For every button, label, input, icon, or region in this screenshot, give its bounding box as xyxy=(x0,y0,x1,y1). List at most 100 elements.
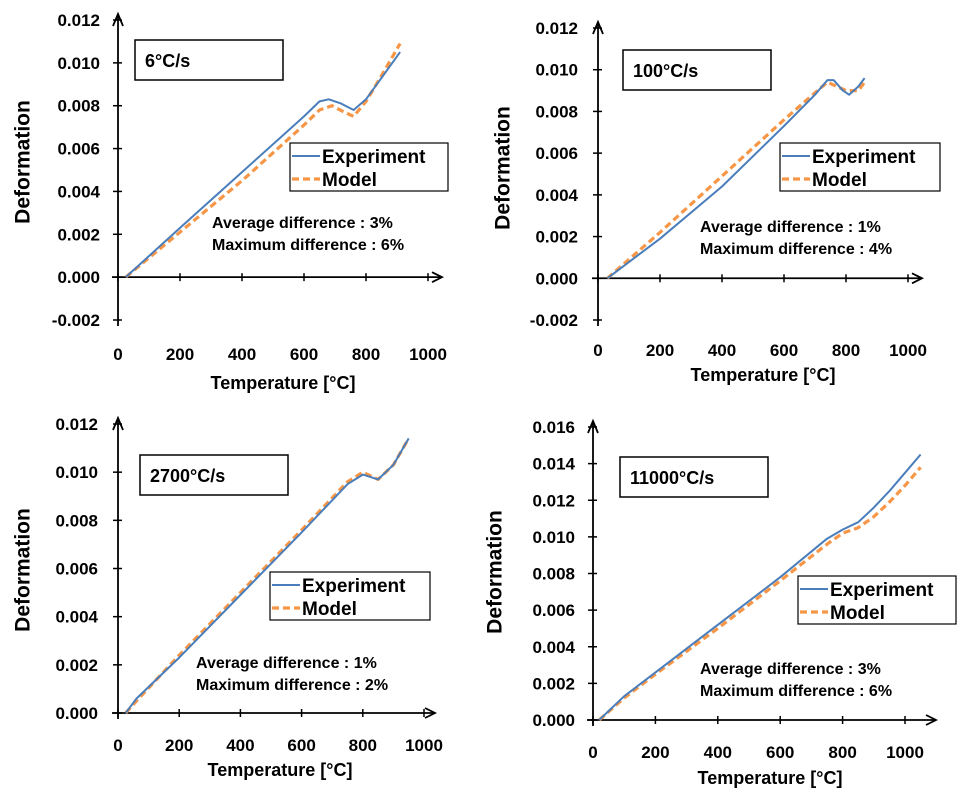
y-tick-label: 0.010 xyxy=(535,61,578,80)
heating-rate-frame xyxy=(134,39,284,81)
x-tick-label: 400 xyxy=(226,736,254,755)
series-line-experiment xyxy=(598,453,922,721)
heating-rate-label: 11000°C/s xyxy=(630,468,714,488)
x-axis-title: Temperature [°C] xyxy=(698,768,843,788)
chart-panel-2: 0 200 400 600 800 1000 -0.002 0.000 0.002 0.004 0.… xyxy=(492,19,941,385)
x-tick-label: 200 xyxy=(166,345,194,364)
maximum-difference-note: Maximum difference : 6% xyxy=(212,237,404,254)
y-tick-label: 0.012 xyxy=(57,11,100,30)
y-tick-label: 0.012 xyxy=(535,19,578,38)
x-axis-title: Temperature [°C] xyxy=(211,373,356,393)
y-axis-title: Deformation xyxy=(12,100,35,224)
y-tick-label: 0.004 xyxy=(55,608,98,627)
heating-rate-box: 6°C/s xyxy=(134,39,284,81)
average-difference-note: Average difference : 3% xyxy=(700,661,881,678)
x-axis-arrow xyxy=(431,271,445,283)
series-line-experiment xyxy=(125,51,401,278)
x-tick-label: 600 xyxy=(290,345,318,364)
x-tick-label: 400 xyxy=(704,743,732,762)
heating-rate-frame xyxy=(139,454,289,496)
x-tick-label: 1000 xyxy=(405,736,443,755)
heating-rate-box: 11000°C/s xyxy=(619,456,769,498)
y-axis-title: Deformation xyxy=(484,510,507,634)
heating-rate-frame xyxy=(622,49,772,91)
y-tick-label: 0.002 xyxy=(535,228,578,247)
legend-frame xyxy=(779,142,941,192)
x-tick-label: 600 xyxy=(287,736,315,755)
legend-frame xyxy=(797,575,957,625)
y-tick-label: 0.010 xyxy=(57,54,100,73)
maximum-difference-note: Maximum difference : 2% xyxy=(196,677,388,694)
x-axis-title: Temperature [°C] xyxy=(691,365,836,385)
y-axis-title: Deformation xyxy=(12,508,35,632)
x-tick-label: 800 xyxy=(352,345,380,364)
legend-label-experiment: Experiment xyxy=(830,580,934,601)
y-axis-arrow xyxy=(112,11,124,27)
y-axis-arrow xyxy=(112,415,124,431)
x-tick-label: 800 xyxy=(349,736,377,755)
y-tick-label: -0.002 xyxy=(530,311,578,330)
y-tick-label: 0.004 xyxy=(57,182,100,201)
x-tick-label: 1000 xyxy=(889,341,927,360)
chart-panel-1: 0 200 400 600 800 1000 -0.002 0.000 0.002 0.004 0.… xyxy=(12,11,449,393)
y-tick-label: 0.000 xyxy=(57,268,100,287)
legend-label-model: Model xyxy=(812,170,867,191)
axes: 0 200 400 600 800 1000 0.000 0.002 0.004 0.006 0.0… xyxy=(532,418,939,762)
y-tick-label: -0.002 xyxy=(52,311,100,330)
legend-label-experiment: Experiment xyxy=(322,147,426,168)
legend-label-model: Model xyxy=(322,170,377,191)
y-tick-label: 0.002 xyxy=(57,225,100,244)
series-line-experiment xyxy=(124,437,410,714)
y-tick-label: 0.008 xyxy=(57,97,100,116)
axes: 0 200 400 600 800 1000 -0.002 0.000 0.002 0.004 0.… xyxy=(530,19,927,360)
maximum-difference-note: Maximum difference : 4% xyxy=(700,241,892,258)
x-tick-label: 0 xyxy=(113,345,122,364)
y-tick-label: 0.006 xyxy=(55,560,98,579)
chart-panel-4: 0 200 400 600 800 1000 0.000 0.002 0.004 0.006 0.0… xyxy=(484,418,957,788)
axes: 0 200 400 600 800 1000 -0.002 0.000 0.002 0.004 0.… xyxy=(52,11,447,364)
heating-rate-label: 100°C/s xyxy=(633,61,698,81)
y-tick-label: 0.014 xyxy=(532,455,575,474)
average-difference-note: Average difference : 3% xyxy=(212,215,393,232)
y-tick-label: 0.006 xyxy=(535,144,578,163)
x-axis-arrow xyxy=(925,714,939,726)
y-tick-label: 0.012 xyxy=(55,415,98,434)
heating-rate-label: 6°C/s xyxy=(145,51,190,71)
chart-panel-3: 0 200 400 600 800 1000 0.000 0.002 0.004 0.006 0.0… xyxy=(12,415,443,780)
legend-frame xyxy=(289,142,449,192)
y-axis-arrow xyxy=(587,418,599,434)
heating-rate-box: 100°C/s xyxy=(622,49,772,91)
y-tick-label: 0.012 xyxy=(532,491,575,510)
x-tick-label: 600 xyxy=(770,341,798,360)
heating-rate-frame xyxy=(619,456,769,498)
y-tick-label: 0.008 xyxy=(55,511,98,530)
y-tick-label: 0.016 xyxy=(532,418,575,437)
x-tick-label: 1000 xyxy=(886,743,924,762)
y-tick-label: 0.002 xyxy=(55,656,98,675)
x-tick-label: 200 xyxy=(641,743,669,762)
x-tick-label: 800 xyxy=(832,341,860,360)
y-tick-label: 0.000 xyxy=(535,269,578,288)
series-line-model xyxy=(598,466,922,722)
average-difference-note: Average difference : 1% xyxy=(700,219,881,236)
heating-rate-label: 2700°C/s xyxy=(150,466,225,486)
y-tick-label: 0.002 xyxy=(532,674,575,693)
average-difference-note: Average difference : 1% xyxy=(196,655,377,672)
x-tick-label: 0 xyxy=(113,736,122,755)
y-tick-label: 0.008 xyxy=(532,565,575,584)
x-axis-arrow xyxy=(911,272,925,285)
y-tick-label: 0.004 xyxy=(532,638,575,657)
x-tick-label: 0 xyxy=(593,341,602,360)
y-axis-title: Deformation xyxy=(492,106,515,230)
y-tick-label: 0.000 xyxy=(55,704,98,723)
maximum-difference-note: Maximum difference : 6% xyxy=(700,683,892,700)
x-tick-label: 1000 xyxy=(409,345,447,364)
y-tick-label: 0.008 xyxy=(535,102,578,121)
legend-label-experiment: Experiment xyxy=(302,576,406,597)
y-tick-label: 0.006 xyxy=(57,140,100,159)
legend-label-experiment: Experiment xyxy=(812,147,916,168)
